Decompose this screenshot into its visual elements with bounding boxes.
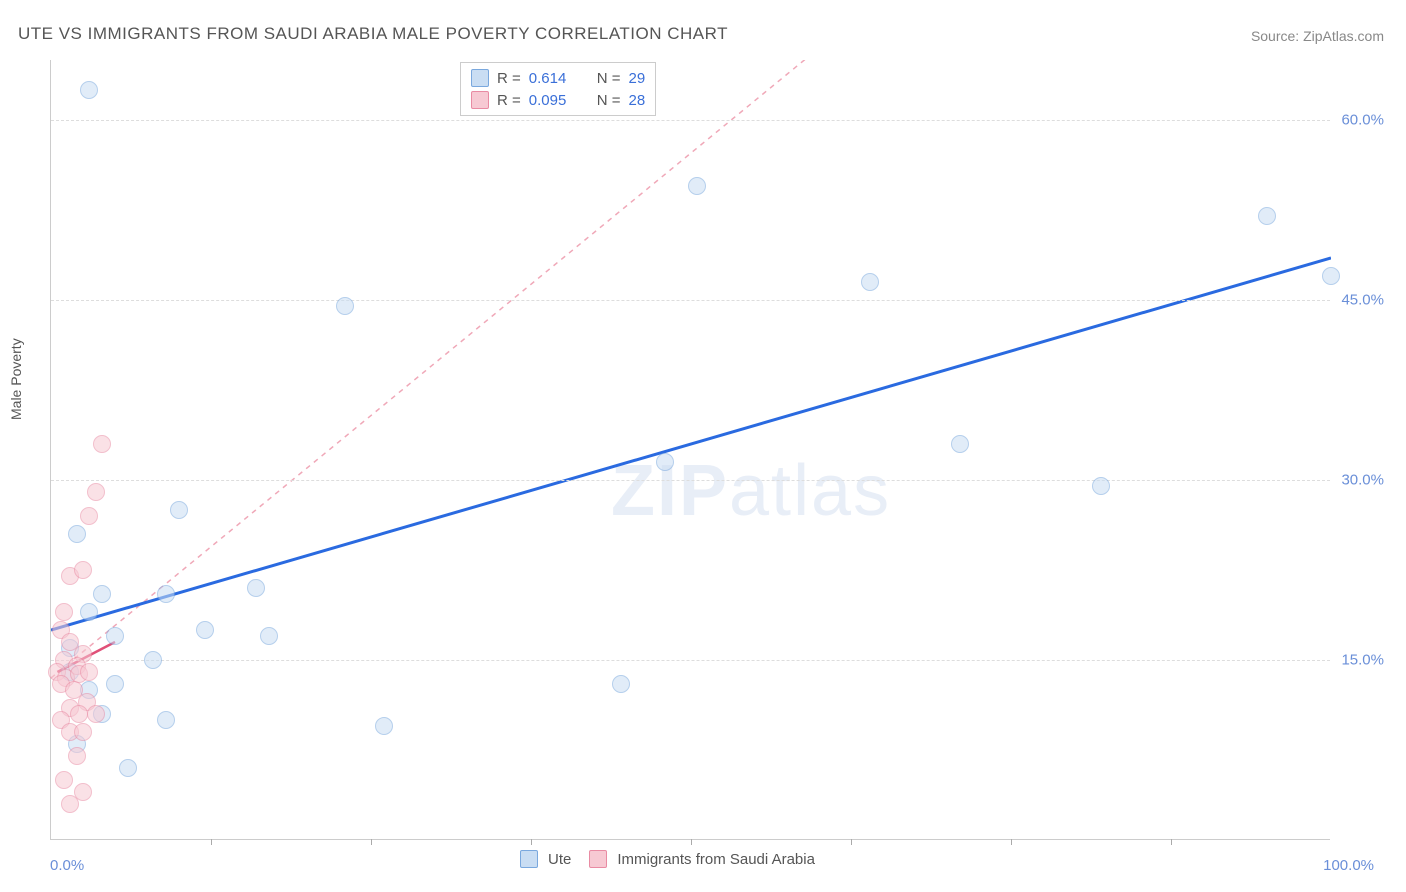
legend-correlation: R = 0.614 N = 29 R = 0.095 N = 28 [460,62,656,116]
legend-N-value: 28 [629,92,646,109]
x-tick [1171,839,1172,845]
data-point [861,273,879,291]
data-point [656,453,674,471]
data-point [68,525,86,543]
gridline [51,480,1330,481]
legend-N-label: N = [597,70,621,87]
legend-N-value: 29 [629,70,646,87]
data-point [87,705,105,723]
data-point [74,723,92,741]
data-point [80,663,98,681]
y-tick-label: 15.0% [1341,652,1384,669]
gridline [51,120,1330,121]
data-point [80,603,98,621]
data-point [688,177,706,195]
x-tick [1011,839,1012,845]
data-point [68,747,86,765]
data-point [74,561,92,579]
data-point [106,675,124,693]
data-point [106,627,124,645]
y-tick-label: 45.0% [1341,292,1384,309]
legend-R-label: R = [497,92,521,109]
data-point [157,711,175,729]
data-point [93,585,111,603]
legend-R-label: R = [497,70,521,87]
data-point [196,621,214,639]
watermark-atlas: atlas [729,451,891,531]
x-tick [371,839,372,845]
data-point [144,651,162,669]
legend-swatch [471,69,489,87]
gridline [51,300,1330,301]
y-tick-label: 60.0% [1341,112,1384,129]
data-point [87,483,105,501]
data-point [170,501,188,519]
watermark: ZIPatlas [611,450,891,532]
source-label: Source: ZipAtlas.com [1251,28,1384,44]
chart-container: UTE VS IMMIGRANTS FROM SAUDI ARABIA MALE… [0,0,1406,892]
data-point [55,771,73,789]
data-point [80,81,98,99]
data-point [119,759,137,777]
x-tick [851,839,852,845]
x-tick-max: 100.0% [1323,857,1374,874]
data-point [1092,477,1110,495]
data-point [247,579,265,597]
data-point [951,435,969,453]
data-point [55,603,73,621]
legend-saudi-label: Immigrants from Saudi Arabia [617,851,815,868]
data-point [1322,267,1340,285]
legend-R-value: 0.095 [529,92,581,109]
data-point [1258,207,1276,225]
data-point [70,705,88,723]
data-point [375,717,393,735]
chart-title: UTE VS IMMIGRANTS FROM SAUDI ARABIA MALE… [18,24,728,44]
trend-lines-svg [51,60,1331,840]
data-point [260,627,278,645]
legend-row: R = 0.095 N = 28 [471,89,645,111]
data-point [80,507,98,525]
data-point [612,675,630,693]
plot-area: ZIPatlas [50,60,1330,840]
swatch-saudi [589,850,607,868]
legend-series: Ute Immigrants from Saudi Arabia [520,850,815,868]
data-point [336,297,354,315]
x-tick-min: 0.0% [50,857,84,874]
legend-swatch [471,91,489,109]
y-tick-label: 30.0% [1341,472,1384,489]
y-axis-label: Male Poverty [8,338,24,420]
legend-ute-label: Ute [548,851,571,868]
x-tick [531,839,532,845]
legend-R-value: 0.614 [529,70,581,87]
x-tick [691,839,692,845]
legend-row: R = 0.614 N = 29 [471,67,645,89]
gridline [51,660,1330,661]
legend-N-label: N = [597,92,621,109]
data-point [157,585,175,603]
data-point [93,435,111,453]
trend-line [51,258,1331,630]
data-point [61,795,79,813]
x-tick [211,839,212,845]
swatch-ute [520,850,538,868]
